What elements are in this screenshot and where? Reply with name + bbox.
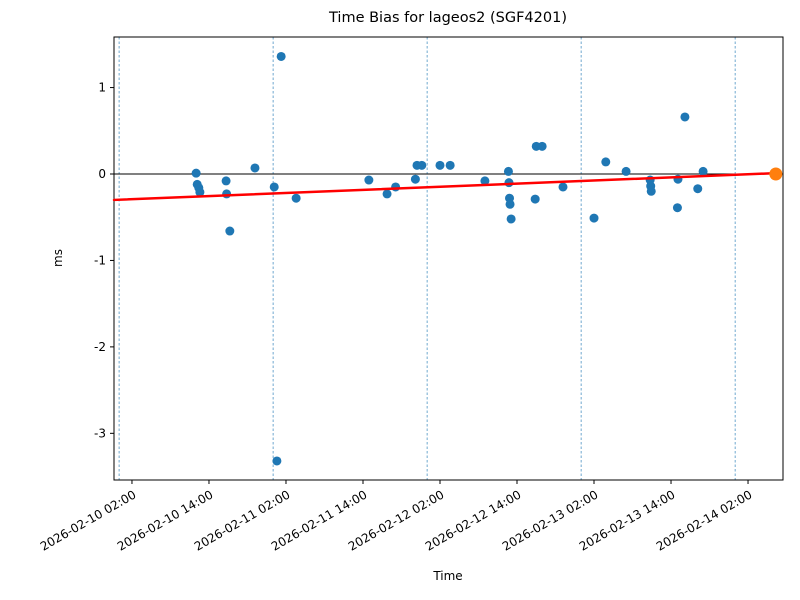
data-point: [506, 214, 516, 224]
data-point: [435, 160, 445, 170]
y-tick-label: 0: [98, 167, 106, 181]
data-point: [269, 182, 279, 192]
data-point: [505, 199, 515, 209]
data-point: [225, 226, 235, 236]
data-point: [601, 157, 611, 167]
data-point: [276, 51, 286, 61]
data-point: [698, 166, 708, 176]
data-point: [646, 186, 656, 196]
data-point: [195, 187, 205, 197]
data-point: [364, 175, 374, 185]
x-axis-label: Time: [432, 569, 462, 583]
data-point: [537, 141, 547, 151]
data-point: [558, 182, 568, 192]
data-point: [693, 184, 703, 194]
data-point: [272, 456, 282, 466]
data-point: [480, 176, 490, 186]
data-point: [291, 193, 301, 203]
data-point: [391, 182, 401, 192]
data-point: [250, 163, 260, 173]
data-point: [221, 176, 231, 186]
y-tick-label: -1: [94, 253, 106, 267]
data-point: [503, 166, 513, 176]
y-tick-label: 1: [98, 81, 106, 95]
y-tick-label: -3: [94, 426, 106, 440]
plot-border: [113, 36, 784, 481]
endpoint-marker: [769, 167, 783, 181]
y-tick-label: -2: [94, 340, 106, 354]
chart-title: Time Bias for lageos2 (SGF4201): [328, 10, 567, 26]
trend-line: [112, 171, 778, 202]
y-axis-label: ms: [51, 249, 65, 267]
data-point: [530, 194, 540, 204]
data-point: [382, 189, 392, 199]
data-point: [191, 168, 201, 178]
data-point: [672, 203, 682, 213]
data-point: [621, 166, 631, 176]
data-point: [222, 189, 232, 199]
data-point: [410, 174, 420, 184]
data-point: [417, 160, 427, 170]
data-point: [445, 160, 455, 170]
data-point: [680, 112, 690, 122]
data-point: [589, 213, 599, 223]
